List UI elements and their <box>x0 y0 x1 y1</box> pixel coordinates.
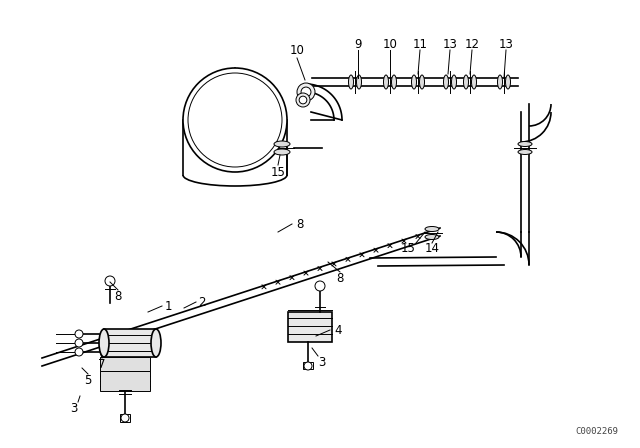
Circle shape <box>296 93 310 107</box>
Ellipse shape <box>419 75 424 89</box>
Text: 3: 3 <box>318 356 326 369</box>
Circle shape <box>304 362 312 370</box>
Ellipse shape <box>412 75 417 89</box>
Circle shape <box>75 348 83 356</box>
Bar <box>288 312 332 342</box>
Bar <box>227 98 243 116</box>
Circle shape <box>105 276 115 286</box>
Ellipse shape <box>392 75 397 89</box>
Circle shape <box>299 96 307 104</box>
Ellipse shape <box>99 329 109 357</box>
Bar <box>104 329 156 357</box>
Ellipse shape <box>151 329 161 357</box>
Text: 12: 12 <box>465 38 479 51</box>
Bar <box>100 371 150 391</box>
Text: 5: 5 <box>84 374 92 387</box>
Circle shape <box>121 414 129 422</box>
Text: 4: 4 <box>334 323 342 336</box>
Ellipse shape <box>383 75 388 89</box>
Text: 11: 11 <box>413 38 428 51</box>
Ellipse shape <box>274 141 290 147</box>
Circle shape <box>301 87 311 97</box>
Ellipse shape <box>425 234 439 240</box>
Bar <box>120 414 130 422</box>
Text: 14: 14 <box>424 241 440 254</box>
Text: 15: 15 <box>271 165 285 178</box>
Circle shape <box>75 330 83 338</box>
Text: 9: 9 <box>355 38 362 51</box>
Ellipse shape <box>518 150 532 155</box>
Ellipse shape <box>472 75 477 89</box>
Ellipse shape <box>506 75 511 89</box>
Text: 8: 8 <box>115 289 122 302</box>
Text: 2: 2 <box>198 296 205 309</box>
Text: 1: 1 <box>164 300 172 313</box>
Ellipse shape <box>349 75 353 89</box>
Ellipse shape <box>497 75 502 89</box>
Ellipse shape <box>518 142 532 146</box>
Ellipse shape <box>451 75 456 89</box>
Circle shape <box>75 339 83 347</box>
Bar <box>100 357 150 371</box>
Text: 10: 10 <box>383 38 397 51</box>
Text: 13: 13 <box>499 38 513 51</box>
Circle shape <box>315 281 325 291</box>
Ellipse shape <box>444 75 449 89</box>
Ellipse shape <box>188 73 282 167</box>
Text: 8: 8 <box>296 217 304 231</box>
Circle shape <box>297 83 315 101</box>
Text: 15: 15 <box>401 241 415 254</box>
Text: 10: 10 <box>289 43 305 56</box>
Text: 3: 3 <box>70 401 77 414</box>
Text: 7: 7 <box>99 358 106 370</box>
Text: C0002269: C0002269 <box>575 427 618 436</box>
Ellipse shape <box>356 75 362 89</box>
Text: 8: 8 <box>336 271 344 284</box>
Text: 13: 13 <box>443 38 458 51</box>
Ellipse shape <box>183 68 287 172</box>
Bar <box>303 362 313 369</box>
Ellipse shape <box>274 149 290 155</box>
Ellipse shape <box>463 75 468 89</box>
Ellipse shape <box>425 227 439 232</box>
